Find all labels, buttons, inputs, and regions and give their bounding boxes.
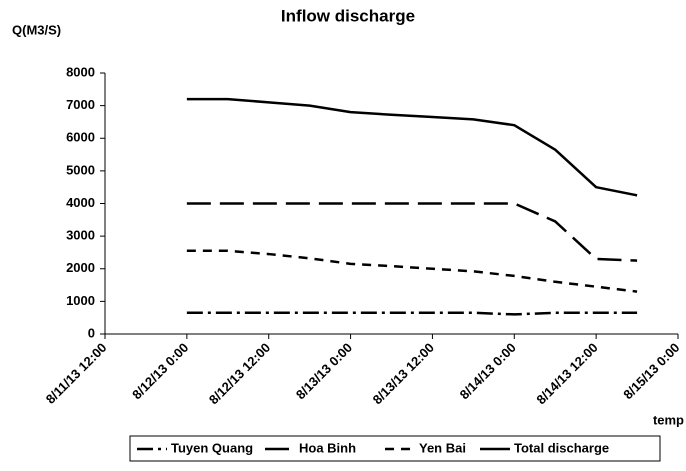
series-line [186, 249, 638, 293]
x-tick-label: 8/14/13 12:00 [533, 340, 600, 407]
x-tick-label: 8/11/13 12:00 [43, 340, 110, 407]
y-tick-label: 0 [88, 325, 95, 340]
x-tick-label: 8/15/13 0:00 [620, 340, 682, 402]
legend-label: Yen Bai [419, 440, 466, 455]
series-line [186, 202, 638, 262]
legend-box [129, 435, 661, 462]
x-tick-label: 8/13/13 12:00 [370, 340, 437, 407]
x-tick-label: 8/12/13 12:00 [206, 340, 273, 407]
y-tick-label: 4000 [66, 195, 95, 210]
y-axis-label: Q(M3/S) [12, 22, 61, 37]
x-tick-label: 8/14/13 0:00 [457, 340, 519, 402]
y-tick-label: 5000 [66, 162, 95, 177]
y-tick-label: 7000 [66, 97, 95, 112]
x-tick-label: 8/13/13 0:00 [293, 340, 355, 402]
y-tick-label: 8000 [66, 64, 95, 79]
y-tick-label: 2000 [66, 260, 95, 275]
series-line [186, 97, 638, 197]
legend-label: Total discharge [514, 440, 609, 455]
y-tick-label: 3000 [66, 228, 95, 243]
x-axis-label: temp [653, 412, 684, 427]
legend-label: Hoa Binh [299, 440, 356, 455]
x-tick-label: 8/12/13 0:00 [129, 340, 191, 402]
series-line [186, 311, 638, 316]
chart-title: Inflow discharge [281, 6, 415, 25]
legend-label: Tuyen Quang [171, 440, 253, 455]
y-tick-label: 6000 [66, 130, 95, 145]
y-tick-label: 1000 [66, 293, 95, 308]
